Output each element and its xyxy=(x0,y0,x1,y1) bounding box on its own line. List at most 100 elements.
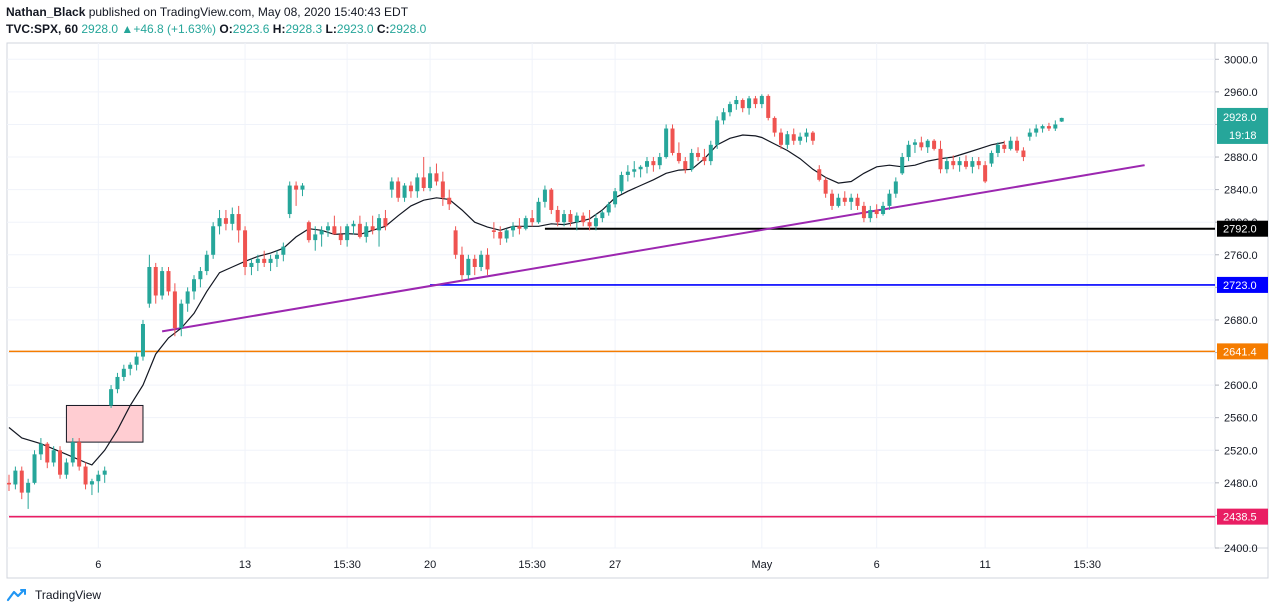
candle-body xyxy=(345,226,350,241)
time-scale xyxy=(6,547,1269,579)
candle-body xyxy=(702,157,707,162)
candle xyxy=(396,177,401,202)
symbol-interval[interactable]: TVC:SPX, 60 xyxy=(6,22,79,36)
candle-body xyxy=(727,104,732,113)
candle-body xyxy=(255,258,260,263)
candle xyxy=(223,209,228,231)
candle-body xyxy=(536,201,541,223)
candle-body xyxy=(932,140,937,149)
candle xyxy=(1021,147,1026,162)
candle xyxy=(389,177,394,198)
candle xyxy=(893,177,898,198)
candle xyxy=(1034,124,1039,137)
candle xyxy=(377,214,382,247)
candle-body xyxy=(453,230,458,255)
candle xyxy=(364,222,369,243)
candle xyxy=(153,262,158,304)
candle xyxy=(332,215,337,235)
candle-body xyxy=(109,389,114,406)
candle-body xyxy=(1046,126,1051,129)
candle-body xyxy=(179,303,184,329)
candle-body xyxy=(1053,124,1058,129)
candle-body xyxy=(306,222,311,241)
candle xyxy=(89,478,94,496)
candle-body xyxy=(836,197,841,206)
author-name[interactable]: Nathan_Black xyxy=(6,5,86,19)
candle-body xyxy=(230,214,235,224)
candle xyxy=(823,177,828,198)
candle xyxy=(983,161,988,184)
candle xyxy=(38,438,43,461)
candle-body xyxy=(440,181,445,198)
candle xyxy=(536,197,541,224)
candle xyxy=(357,215,362,239)
ohlc-legend: TVC:SPX, 60 2928.0 ▲+46.8 (+1.63%) O:292… xyxy=(6,21,426,38)
candle-body xyxy=(102,470,107,475)
candle-body xyxy=(185,291,190,304)
candle-body xyxy=(951,161,956,166)
high-label: H: xyxy=(272,22,286,36)
candle-body xyxy=(676,152,681,162)
candle xyxy=(542,185,547,208)
candle xyxy=(555,205,560,227)
candle-body xyxy=(555,209,560,223)
candle xyxy=(593,214,598,231)
candle-body xyxy=(804,132,809,137)
candle xyxy=(166,266,171,296)
candle xyxy=(1046,122,1051,131)
candle xyxy=(976,157,981,170)
candle xyxy=(109,385,114,408)
candle-body xyxy=(243,230,248,267)
brand-name: TradingView xyxy=(35,588,102,602)
candle xyxy=(842,191,847,206)
candle-body xyxy=(995,144,1000,153)
candle xyxy=(868,205,873,223)
candle xyxy=(932,139,937,151)
candle-body xyxy=(874,209,879,215)
candle-body xyxy=(166,271,171,292)
candle xyxy=(351,220,356,235)
candle-body xyxy=(798,136,803,141)
candle-body xyxy=(944,161,949,170)
candle xyxy=(102,466,107,483)
candle-body xyxy=(153,266,158,296)
candle-body xyxy=(606,204,611,213)
candle-body xyxy=(268,258,273,263)
candle-body xyxy=(364,226,369,237)
candle xyxy=(236,205,241,243)
candle xyxy=(511,222,516,237)
candle-body xyxy=(772,117,777,133)
footer-brand[interactable]: TradingView xyxy=(6,588,101,602)
candle xyxy=(581,212,586,227)
candle-body xyxy=(447,197,452,205)
candle-body xyxy=(491,230,496,232)
price-change: +46.8 (+1.63%) xyxy=(133,22,217,36)
trendline xyxy=(161,164,1145,333)
candle-body xyxy=(1002,144,1007,149)
candle xyxy=(619,171,624,194)
candle-body xyxy=(319,230,324,235)
x-tick-label: 27 xyxy=(609,559,621,571)
x-tick-label: 15:30 xyxy=(1073,559,1101,571)
x-tick-label: May xyxy=(751,559,772,571)
candle-body xyxy=(759,95,764,105)
candle-body xyxy=(77,442,82,467)
candle-body xyxy=(26,482,31,493)
candle xyxy=(664,124,669,159)
candle-body xyxy=(817,169,822,180)
candle xyxy=(517,218,522,235)
candle xyxy=(45,442,50,469)
candle xyxy=(606,201,611,216)
y-tick-label: 2760.0 xyxy=(1224,250,1258,262)
candle-body xyxy=(51,450,56,463)
candle xyxy=(230,207,235,231)
candle xyxy=(440,171,445,206)
last-price-text: 2928.0 xyxy=(81,22,119,36)
candle xyxy=(64,458,69,479)
candle-body xyxy=(925,140,930,148)
candle xyxy=(19,466,24,500)
y-tick-label: 2960.0 xyxy=(1224,87,1258,99)
candle-body xyxy=(568,214,573,223)
candle xyxy=(274,250,279,267)
